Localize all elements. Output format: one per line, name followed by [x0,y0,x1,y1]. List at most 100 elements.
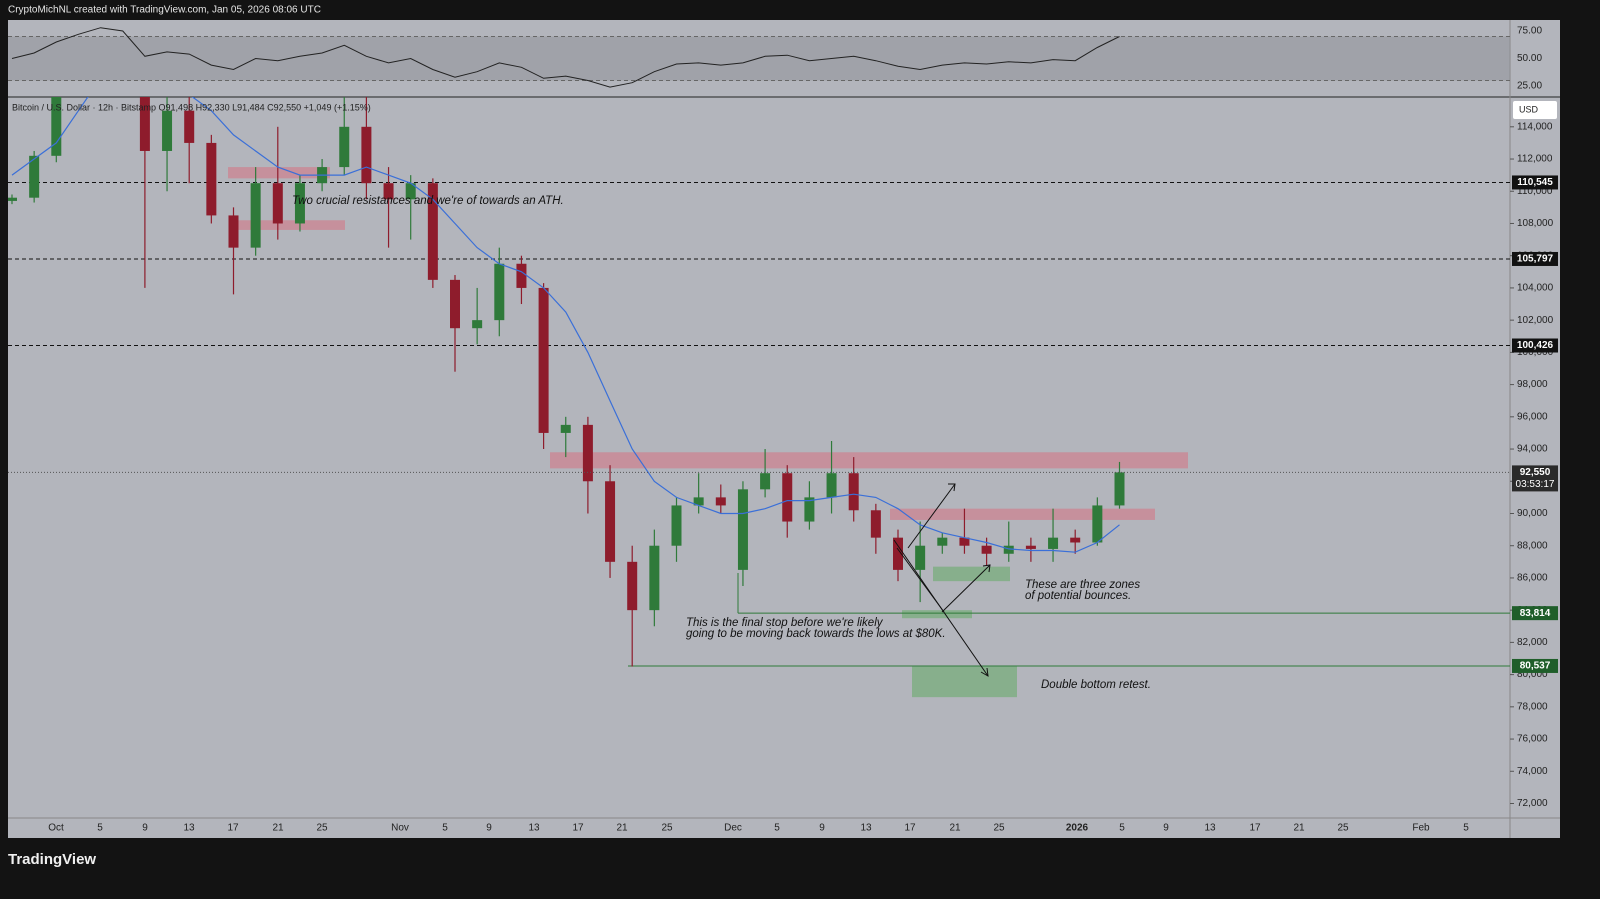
annotation: Two crucial resistances and we're of tow… [292,195,564,207]
y-tick-label: 100,000 [1517,347,1554,358]
arrows [893,483,991,677]
rsi-tick-label: 25.00 [1517,81,1542,92]
currency-box[interactable] [1513,101,1557,119]
brand: TradingView [8,851,96,868]
x-tick-label: 21 [272,823,284,834]
level-label: 83,814 [1520,608,1551,619]
annotation: of potential bounces. [1025,590,1131,602]
x-tick-label: 17 [904,823,916,834]
moving-average [11,97,1120,553]
level-tag [1512,338,1558,353]
countdown: 03:53:17 [1516,479,1555,490]
candle-body [250,183,261,248]
annotation: These are three zones [1025,579,1140,591]
zone [232,220,345,230]
x-tick-label: 17 [1249,823,1261,834]
symbol-legend: Bitcoin / U.S. Dollar · 12h · Bitstamp O… [12,102,371,112]
candle-body [826,473,837,498]
y-tick-label: 72,000 [1517,798,1548,809]
x-tick-label: 25 [1337,823,1349,834]
y-tick-label: 76,000 [1517,734,1548,745]
x-tick-label: 25 [993,823,1005,834]
y-tick-label: 78,000 [1517,701,1548,712]
zones [228,167,1188,698]
zone [550,452,1188,469]
candle-body [139,97,150,151]
candle-body [361,126,372,184]
zone [902,610,972,619]
candle-body [981,545,992,554]
level-label: 110,545 [1517,177,1553,188]
candle-body [206,142,217,216]
arrow-head [980,667,989,677]
y-tick-label: 90,000 [1517,508,1548,519]
candle-body [959,537,970,546]
candle-body [804,497,815,522]
x-tick-label: 5 [774,823,780,834]
price-pane [8,97,1510,667]
candle-body [1048,537,1059,549]
y-tick-label: 96,000 [1517,411,1548,422]
last-price-tag [1512,465,1558,492]
x-tick-label: 17 [572,823,584,834]
candle-body [516,263,527,288]
level-tag [1512,606,1558,621]
x-tick-label: 13 [183,823,195,834]
rsi-line [11,27,1120,88]
candle-body [494,263,505,321]
x-tick-label: 17 [227,823,239,834]
candle-body [184,110,195,143]
x-tick-label: 13 [528,823,540,834]
candle-body [893,537,903,570]
candle-body [1092,505,1103,543]
x-tick-label: 9 [819,823,825,834]
candle-body [1114,472,1125,506]
rsi-pane [8,27,1510,88]
level-label: 100,426 [1517,340,1554,351]
candle-body [51,97,62,156]
x-tick-label: 25 [316,823,328,834]
zone [228,167,330,179]
candle-body [649,545,660,611]
candle-body [294,183,305,224]
y-tick-label: 98,000 [1517,379,1548,390]
rsi-tick-label: 75.00 [1517,26,1542,37]
x-tick-label: 13 [860,823,872,834]
candle-body [427,183,438,280]
candle-body [605,481,616,562]
zone [933,566,1010,582]
candle-body [737,489,748,570]
candle-body [915,545,926,570]
candle-body [627,561,638,611]
candle-body [1025,545,1036,549]
y-tick-label: 114,000 [1517,121,1553,132]
candle-body [560,424,571,433]
zone [912,666,1017,698]
level-tag [1512,175,1558,190]
candle-body [1070,537,1081,543]
y-tick-label: 102,000 [1517,315,1554,326]
candle-body [383,183,394,200]
candle-body [715,497,726,506]
x-tick-label: 9 [142,823,148,834]
y-tick-label: 112,000 [1517,154,1553,165]
credit: CryptoMichNL created with TradingView.co… [8,5,321,16]
x-tick-label: 21 [616,823,628,834]
rsi-tick-label: 50.00 [1517,53,1542,64]
annotation: Double bottom retest. [1041,679,1151,691]
level-tag [1512,251,1558,266]
candle-body [693,497,704,506]
y-tick-label: 88,000 [1517,540,1548,551]
arrow [941,564,991,613]
annotation: This is the final stop before we're like… [686,617,884,629]
y-tick-label: 110,000 [1517,186,1553,197]
level-label: 105,797 [1517,254,1554,265]
x-tick-label: Oct [48,823,64,834]
y-tick-label: 104,000 [1517,283,1554,294]
candle-body [848,473,859,511]
x-tick-label: 5 [97,823,103,834]
x-tick-label: Nov [391,823,409,834]
candle-body [339,126,350,168]
